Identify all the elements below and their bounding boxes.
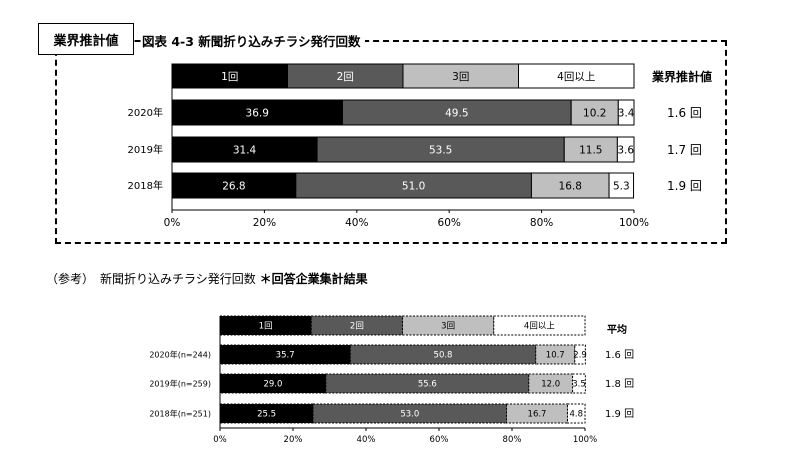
chart1-legend-swatch [402, 63, 519, 89]
chart2-data-label: 50.8 [434, 351, 453, 361]
chart2-data-label: 29.0 [263, 380, 282, 390]
chart2-x-tick-label: 60% [430, 435, 449, 445]
chart1-data-label: 31.4 [233, 144, 257, 156]
chart2-data-label: 16.7 [528, 410, 547, 420]
chart1-legend-swatch [518, 63, 635, 89]
chart1-side-value: 1.6 回 [667, 106, 702, 120]
chart2-bar-segment [312, 403, 508, 424]
chart2-x-tick-label: 20% [284, 435, 303, 445]
chart1-x-tick-label: 20% [253, 217, 276, 229]
chart2-title: （参考） 新聞折り込みチラシ発行回数 ＊回答企業集計結果 [46, 270, 368, 287]
chart2-category-label: 2020年(n=244) [149, 349, 211, 359]
chart1-data-label: 36.9 [246, 107, 269, 119]
chart1-legend-swatch [287, 63, 404, 89]
chart2-x-tick-label: 0% [213, 435, 227, 445]
chart2-data-label: 25.5 [257, 410, 276, 420]
chart2-bar-segment [572, 373, 586, 394]
chart2-side-value: 1.6 回 [605, 349, 634, 361]
chart2-bar-segment [349, 344, 537, 365]
chart1-bar-segment [316, 136, 565, 163]
chart1-side-value: 1.7 回 [667, 143, 702, 157]
chart2-legend-swatch [310, 315, 403, 336]
chart1-bar-segment [341, 99, 572, 126]
chart2-data-label: 10.7 [546, 351, 565, 361]
chart1-data-label: 53.5 [429, 144, 452, 156]
chart2-category-label: 2018年(n=251) [149, 408, 211, 418]
dashed-frame [55, 40, 727, 244]
chart2-data-label: 4.8 [569, 410, 583, 420]
chart2-side-header: 平均 [607, 325, 627, 336]
chart2-bar-segment [566, 403, 586, 424]
chart1-bar-segment [530, 172, 610, 199]
chart2-legend-label: 1回 [259, 322, 273, 332]
chart1-bar-segment [563, 136, 618, 163]
chart2-x-tick-label: 80% [503, 435, 522, 445]
chart2-data-label: 2.9 [573, 351, 587, 361]
chart2-data-label: 12.0 [541, 380, 560, 390]
chart1-data-label: 11.5 [579, 144, 602, 156]
chart2-data-label: 35.7 [276, 351, 295, 361]
chart1-legend-label: 4回以上 [557, 71, 595, 83]
chart1-side-value: 1.9 回 [667, 179, 702, 193]
chart1-data-label: 5.3 [613, 180, 630, 192]
chart1-legend-label: 3回 [452, 71, 469, 83]
chart1-side-header: 業界推計値 [652, 70, 713, 84]
chart1-data-label: 3.4 [618, 107, 635, 119]
chart1-bar-segment [570, 99, 619, 126]
chart2-data-label: 3.5 [572, 380, 586, 390]
chart2-side-value: 1.8 回 [605, 378, 634, 390]
chart1-x-tick-label: 80% [530, 217, 553, 229]
chart1-legend-swatch [171, 63, 288, 89]
chart1-title: 図表 4-3 新聞折り込みチラシ発行回数 [142, 31, 365, 50]
chart1-data-label: 16.8 [559, 180, 582, 192]
chart1-bar-segment [171, 172, 297, 199]
chart2-x-tick-label: 40% [357, 435, 376, 445]
chart2-title-suffix: ＊回答企業集計結果 [259, 272, 368, 286]
chart2-category-label: 2019年(n=259) [149, 378, 211, 388]
chart1-data-label: 49.5 [445, 107, 468, 119]
chart1-bar-segment [617, 99, 635, 126]
chart2-legend-label: 2回 [350, 322, 364, 332]
chart1-x-tick-label: 100% [619, 217, 649, 229]
chart1-legend-label: 2回 [337, 71, 354, 83]
chart1-data-label: 3.6 [617, 144, 634, 156]
chart2-bar-segment [219, 373, 327, 394]
chart1-x-tick-label: 40% [345, 217, 368, 229]
chart2-bar-segment [574, 344, 586, 365]
chart1-bar-segment [616, 136, 635, 163]
badge-label: 業界推計値 [38, 23, 134, 55]
chart2-data-label: 55.6 [418, 380, 437, 390]
chart2-title-prefix: （参考） 新聞折り込みチラシ発行回数 [46, 272, 256, 286]
chart2-data-label: 53.0 [400, 410, 419, 420]
chart1-x-tick-label: 60% [438, 217, 461, 229]
chart2-side-value: 1.9 回 [605, 408, 634, 420]
chart2-legend-label: 3回 [441, 322, 455, 332]
chart2-x-tick-label: 100% [573, 435, 597, 445]
chart1-legend-label: 1回 [221, 71, 238, 83]
chart2-bar-segment [325, 373, 530, 394]
chart2-bar-segment [535, 344, 576, 365]
chart1-category-label: 2020年 [128, 106, 163, 119]
chart2-legend-label: 4回以上 [524, 322, 555, 332]
chart1-data-label: 10.2 [583, 107, 606, 119]
chart1-x-tick-label: 0% [164, 217, 181, 229]
chart1-category-label: 2019年 [128, 143, 163, 156]
chart2-legend-swatch [402, 315, 495, 336]
chart1-category-label: 2018年 [128, 179, 163, 192]
chart1-bar-segment [608, 172, 635, 199]
chart2-legend-swatch [493, 315, 586, 336]
chart1-data-label: 51.0 [402, 180, 425, 192]
chart1-data-label: 26.8 [222, 180, 245, 192]
chart2-bar-segment [219, 344, 351, 365]
